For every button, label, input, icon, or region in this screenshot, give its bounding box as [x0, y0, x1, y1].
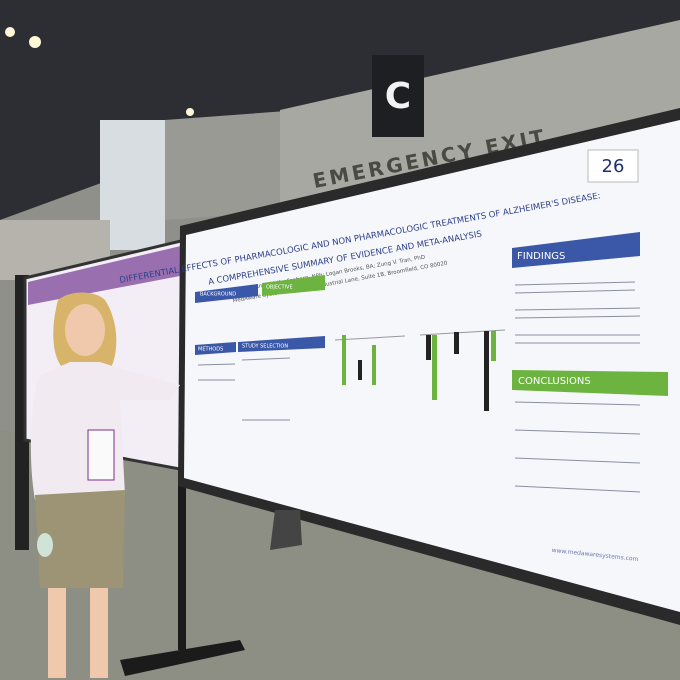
section-bar [512, 370, 668, 396]
shape [197, 363, 236, 366]
section-heading: BACKGROUND [200, 292, 236, 298]
section-heading: FINDINGS [517, 251, 565, 262]
shape [432, 335, 437, 400]
section-heading: METHODS [198, 347, 223, 353]
left-poster-header [28, 245, 185, 305]
window [100, 120, 165, 250]
shape [514, 429, 641, 435]
shape [87, 429, 115, 481]
section-bar [195, 342, 236, 355]
poster-chart [334, 329, 506, 411]
shape [419, 329, 506, 336]
shape [90, 588, 108, 678]
section-heading: CONCLUSIONS [518, 376, 591, 387]
section-heading: STUDY SELECTION [242, 344, 288, 350]
sign-box [372, 55, 424, 137]
wall [280, 20, 680, 230]
shape [514, 307, 641, 311]
ceiling [0, 0, 680, 220]
shape [514, 315, 641, 319]
text-lines [197, 281, 641, 493]
shape [37, 533, 53, 557]
background-person [270, 510, 302, 550]
sign-letter: C [385, 76, 411, 117]
poster-number: 26 [602, 156, 625, 177]
board-foot [120, 640, 245, 676]
section-bar [238, 336, 325, 352]
number-card [587, 149, 639, 183]
board-leg [178, 470, 186, 650]
shape [514, 457, 641, 464]
shape [491, 331, 496, 361]
ceiling-light [186, 108, 194, 116]
floor [0, 430, 680, 680]
shape [65, 304, 105, 356]
shape [334, 335, 406, 341]
shape [372, 345, 376, 385]
person [30, 292, 180, 678]
shape [514, 289, 636, 294]
shape [48, 588, 66, 678]
section-heading: OBJECTIVE [266, 285, 293, 291]
shape [514, 281, 636, 286]
shape [241, 357, 291, 361]
shape [35, 490, 125, 588]
shape [514, 401, 641, 406]
ceiling-light [5, 27, 15, 37]
section-bar [512, 232, 640, 268]
ceiling-light [29, 36, 41, 48]
shape [514, 485, 641, 493]
shape [454, 332, 459, 354]
shape [358, 360, 362, 380]
section-bar [195, 284, 258, 303]
shape [484, 331, 489, 411]
section-bar [262, 275, 325, 296]
shape [342, 335, 346, 385]
shape [426, 335, 431, 360]
